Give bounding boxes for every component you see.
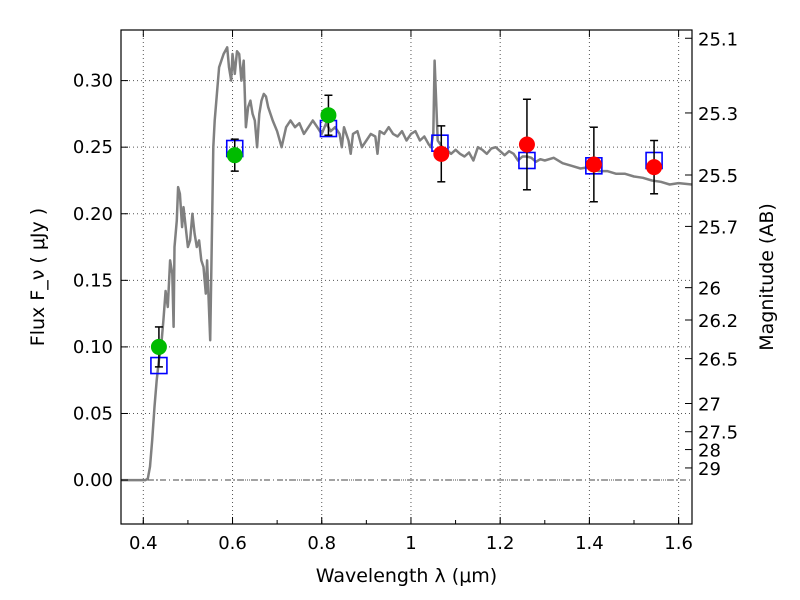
y-tick-label: 0.05: [73, 403, 113, 424]
x-tick-label: 0.6: [218, 533, 247, 554]
x-tick-label: 1.6: [664, 533, 693, 554]
data-point: [320, 107, 337, 124]
mag-tick-label: 29: [698, 459, 721, 480]
data-point: [518, 136, 535, 153]
y-tick-label: 0.20: [73, 204, 113, 225]
y-axis-label: Flux F_ν ( μJy ): [27, 208, 49, 346]
x-tick-label: 1.2: [486, 533, 515, 554]
data-point: [646, 159, 663, 176]
x-axis-label: Wavelength λ (μm): [316, 565, 497, 587]
y-tick-label: 0.10: [73, 337, 113, 358]
mag-tick-label: 25.7: [698, 217, 738, 238]
axis-labels: 0.4 0.6 0.8 1 1.2 1.4 1.6 0.00 0.05 0.10 0.15 0.20 0…: [27, 29, 778, 587]
mag-tick-label: 25.1: [698, 29, 738, 50]
data-point: [226, 147, 243, 164]
mag-tick-label: 26: [698, 279, 721, 300]
x-tick-label: 1.4: [575, 533, 604, 554]
right-axis-label: Magnitude (AB): [756, 203, 778, 351]
mag-tick-label: 25.5: [698, 166, 738, 187]
grid: [121, 30, 692, 524]
axes: [120, 29, 693, 525]
mag-tick-label: 27.5: [698, 423, 738, 444]
plot-frame: [120, 29, 693, 525]
x-tick-label: 0.8: [307, 533, 336, 554]
plot-series: [121, 46, 692, 482]
mag-tick-label: 26.2: [698, 311, 738, 332]
mag-tick-label: 28: [698, 441, 721, 462]
mag-tick-label: 25.3: [698, 104, 738, 125]
mag-tick-label: 26.5: [698, 350, 738, 371]
y-tick-label: 0.00: [73, 470, 113, 491]
data-point: [150, 338, 167, 355]
data-point: [585, 156, 602, 173]
mag-tick-label: 27: [698, 394, 721, 415]
y-tick-label: 0.15: [73, 270, 113, 291]
model-sed-line: [121, 46, 692, 482]
x-tick-label: 0.4: [129, 533, 158, 554]
y-tick-label: 0.25: [73, 137, 113, 158]
x-tick-label: 1: [405, 533, 416, 554]
y-tick-label: 0.30: [73, 71, 113, 92]
data-point: [433, 145, 450, 162]
